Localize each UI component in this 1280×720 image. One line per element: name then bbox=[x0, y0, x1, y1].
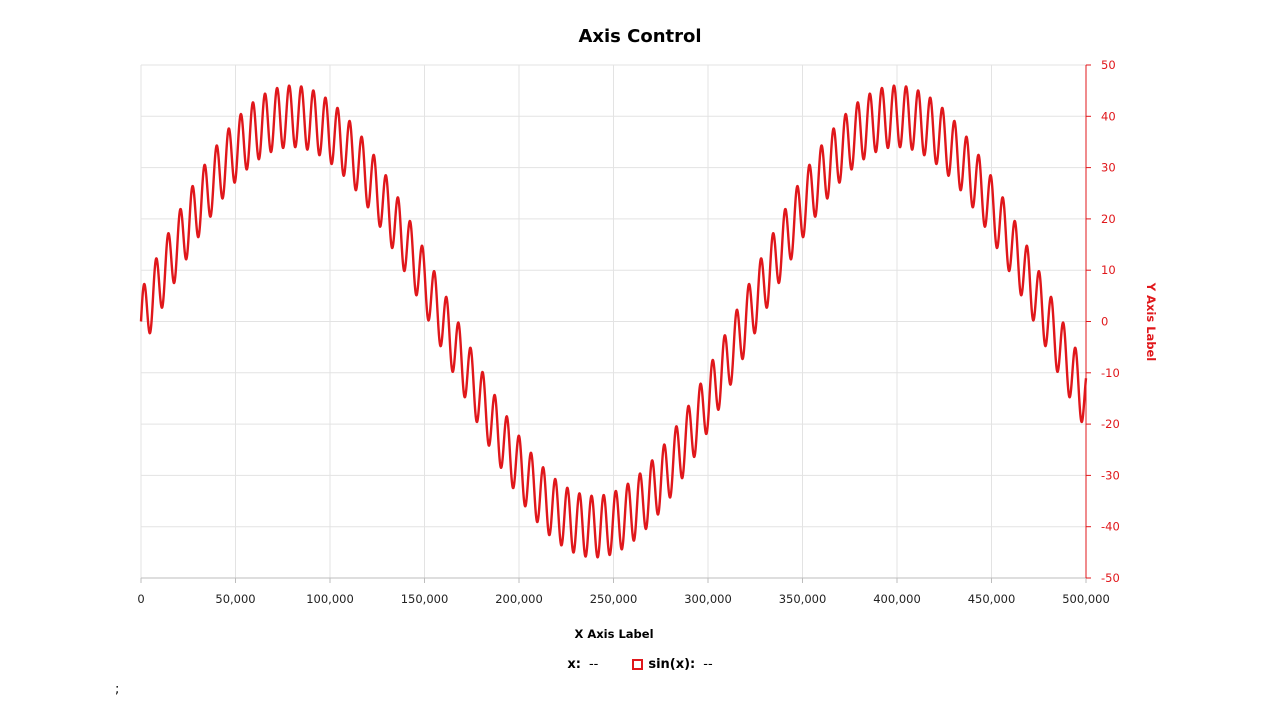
chart-title: Axis Control bbox=[578, 26, 701, 47]
legend-x-value: -- bbox=[588, 657, 599, 672]
x-tick-label: 500,000 bbox=[1062, 592, 1110, 606]
x-tick-label: 0 bbox=[137, 592, 144, 606]
y-tick-label: -10 bbox=[1101, 366, 1120, 380]
y-tick-label: -50 bbox=[1101, 571, 1120, 585]
y-tick-label: -30 bbox=[1101, 468, 1120, 482]
y-tick-label: -20 bbox=[1101, 417, 1120, 431]
x-axis-title: X Axis Label bbox=[574, 627, 653, 641]
y-tick-label: 10 bbox=[1101, 263, 1116, 277]
series-line-sin bbox=[139, 84, 1088, 559]
stray-text: ; bbox=[115, 682, 120, 697]
x-tick-label: 400,000 bbox=[873, 592, 921, 606]
x-tick-label: 150,000 bbox=[401, 592, 449, 606]
legend-swatch[interactable] bbox=[632, 659, 644, 670]
y-axis-ticks: 50 40 30 20 10 0 -10 -20 -30 -40 -50 bbox=[1101, 58, 1120, 585]
x-tick-label: 350,000 bbox=[779, 592, 827, 606]
legend-series-sin[interactable]: sin(x): -- bbox=[632, 657, 713, 672]
legend-series-label: sin(x): bbox=[648, 657, 696, 672]
y-tick-label: -40 bbox=[1101, 520, 1120, 534]
x-axis-ticks: 0 50,000 100,000 150,000 200,000 250,000 300,0… bbox=[137, 592, 1109, 606]
legend-x-label: x: bbox=[567, 657, 581, 672]
y-tick-label: 40 bbox=[1101, 109, 1116, 123]
x-tick-label: 100,000 bbox=[306, 592, 354, 606]
y-tick-label: 50 bbox=[1101, 58, 1116, 72]
legend-series-value: -- bbox=[703, 657, 713, 672]
y-axis-title: Y Axis Label bbox=[1144, 282, 1158, 362]
grid bbox=[140, 64, 1091, 583]
y-tick-label: 20 bbox=[1101, 212, 1116, 226]
legend: x: -- sin(x): -- bbox=[0, 657, 1280, 672]
x-tick-label: 300,000 bbox=[684, 592, 732, 606]
x-tick-label: 250,000 bbox=[590, 592, 638, 606]
y-tick-label: 0 bbox=[1101, 315, 1108, 329]
legend-x: x: -- bbox=[567, 657, 598, 672]
x-tick-label: 200,000 bbox=[495, 592, 543, 606]
x-tick-label: 450,000 bbox=[968, 592, 1016, 606]
y-tick-label: 30 bbox=[1101, 161, 1116, 175]
x-tick-label: 50,000 bbox=[215, 592, 255, 606]
